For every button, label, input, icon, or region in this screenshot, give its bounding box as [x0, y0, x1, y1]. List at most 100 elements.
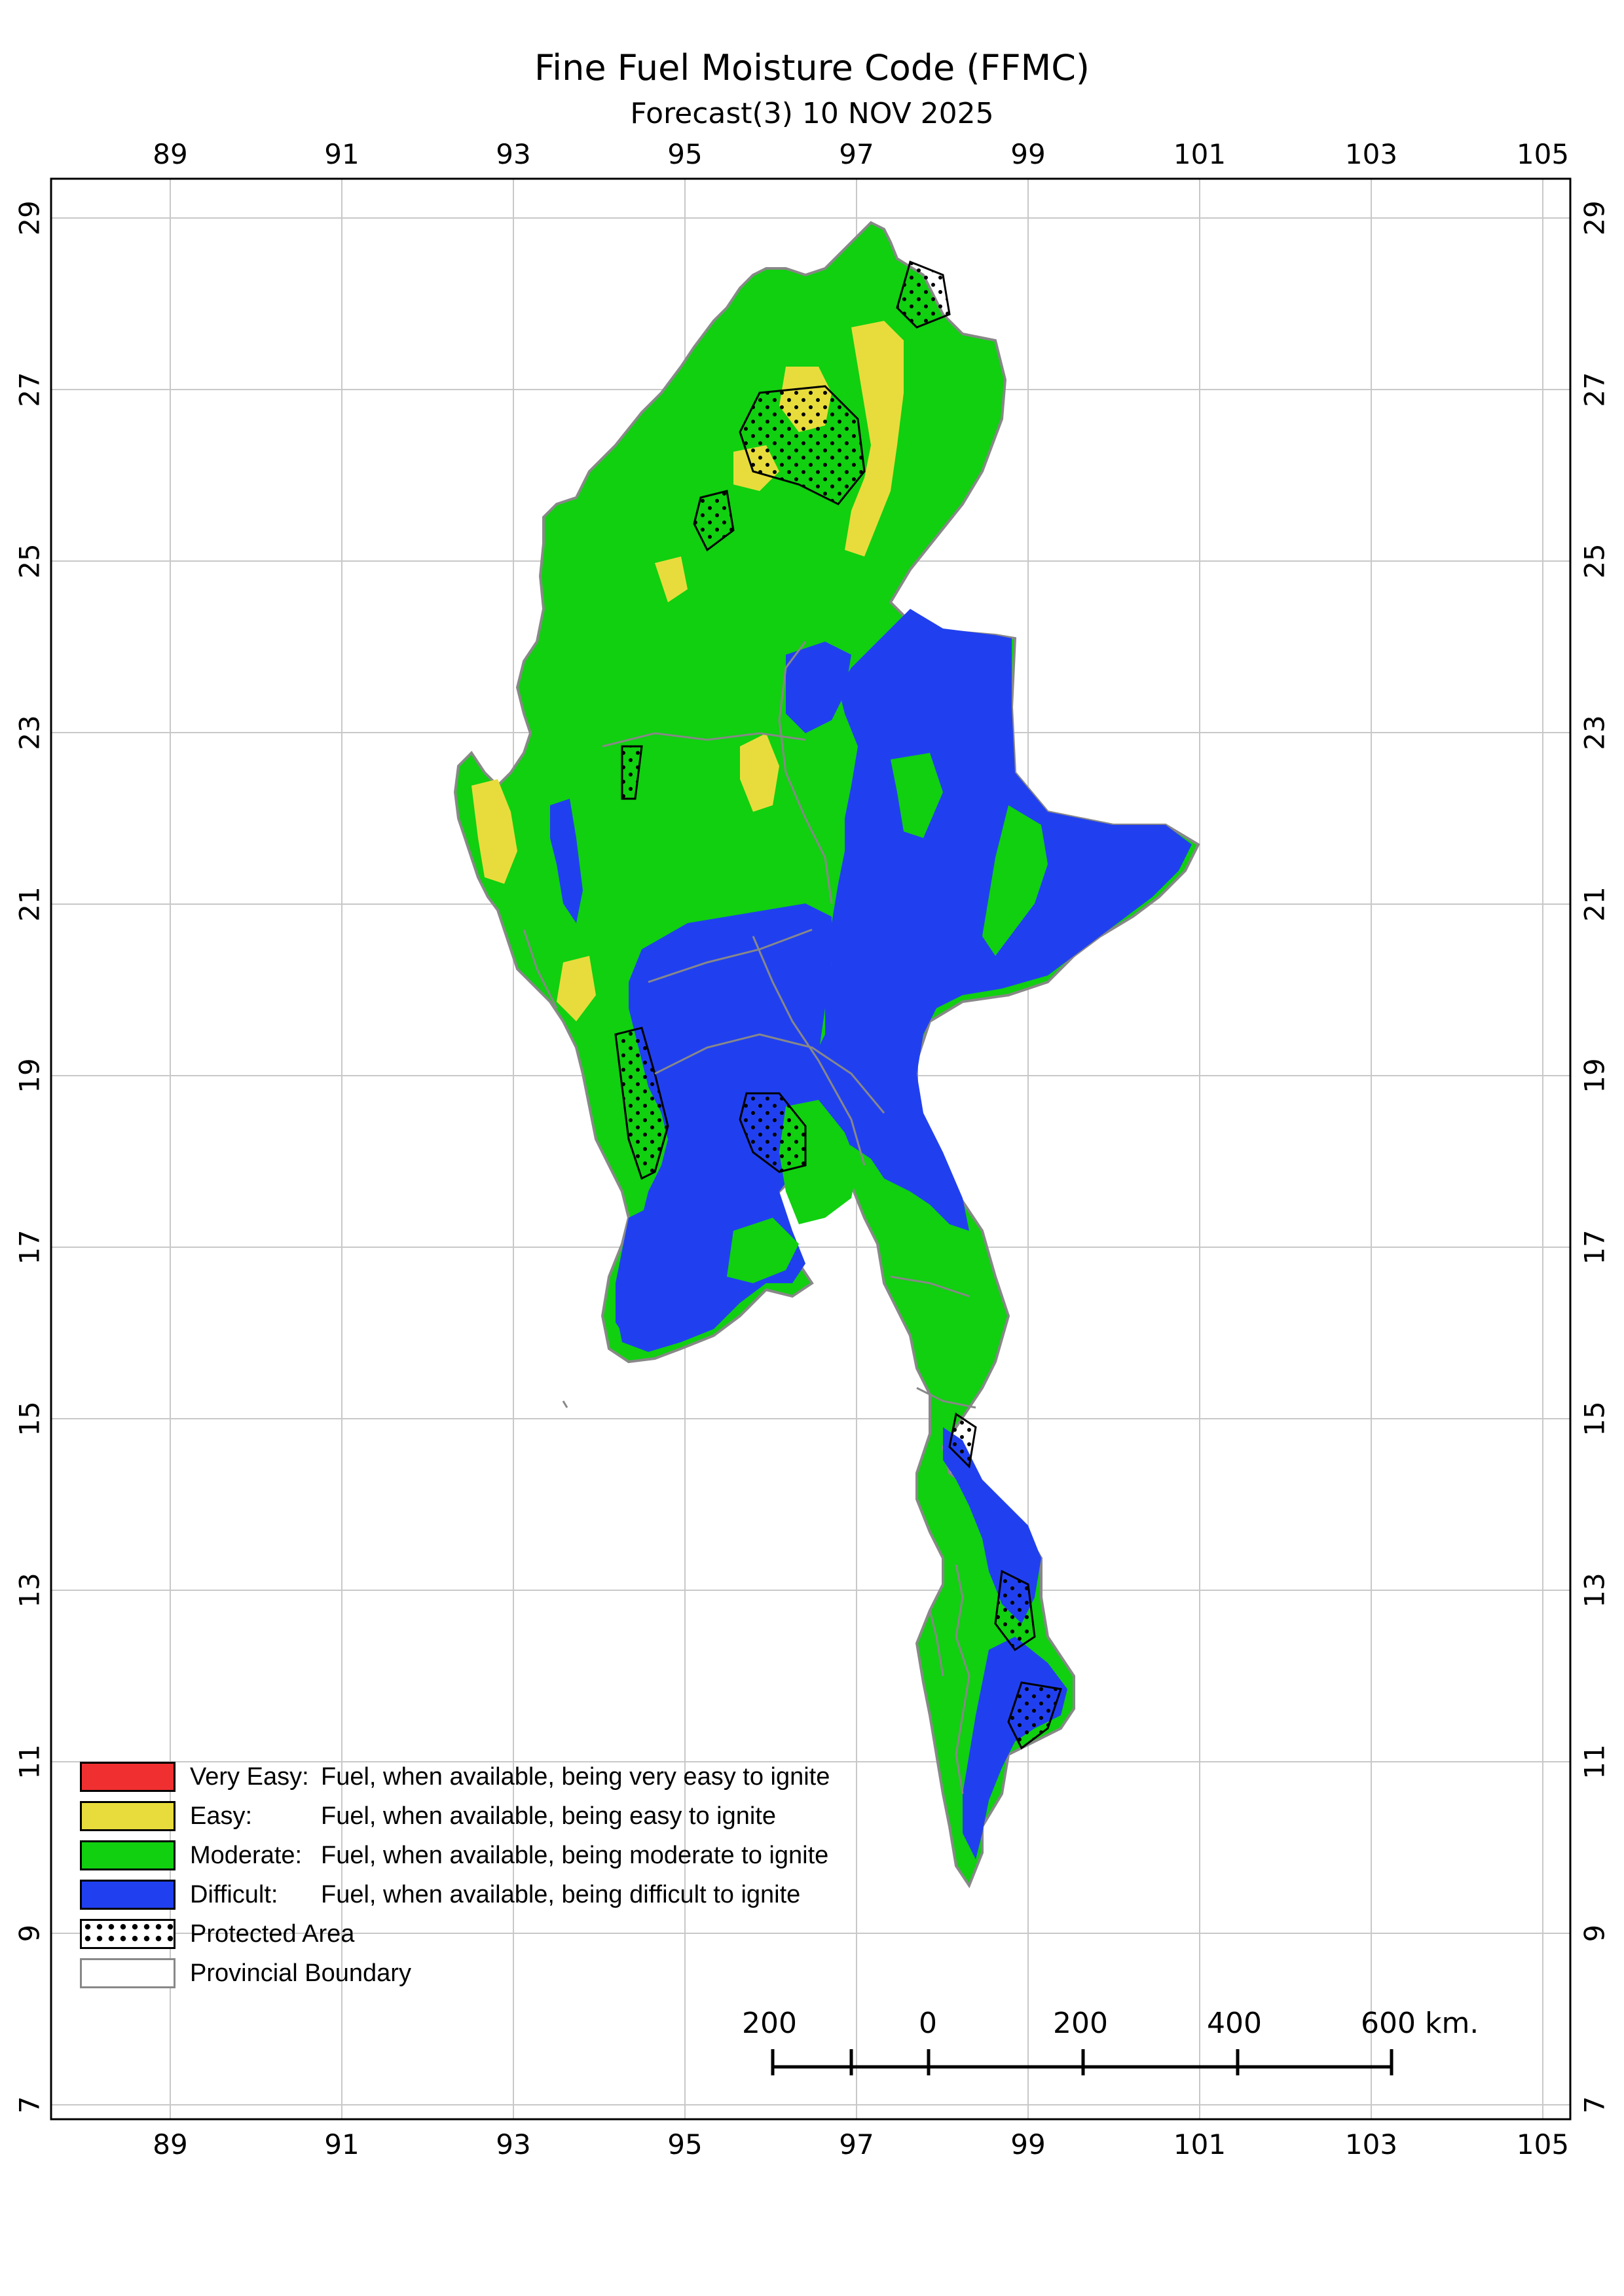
boundary-line-8: [916, 1387, 976, 1409]
longitude-tick-label: 91: [324, 138, 359, 170]
legend-protected: Protected Area: [80, 1917, 354, 1951]
boundary-line-5: [752, 936, 820, 1061]
latitude-tick-label: 17: [1579, 1230, 1611, 1264]
easy-north-1: [845, 321, 904, 556]
latitude-tick-label: 21: [14, 886, 46, 921]
difficult-west-strip: [550, 799, 583, 923]
legend-easy: Easy: Fuel, when available, being easy t…: [80, 1799, 776, 1833]
map-frame: [50, 177, 1572, 2121]
longitude-tick-label: 101: [1173, 2128, 1226, 2160]
latitude-labels-right: 29 27 25 23 21 19 17 15 13 11 9 7: [1579, 200, 1611, 2113]
difficult-south-coast: [943, 1427, 1041, 1624]
boundary-line-6: [817, 1060, 866, 1166]
latitude-tick-label: 7: [1579, 2096, 1611, 2114]
legend-moderate: Moderate: Fuel, when available, being mo…: [80, 1838, 828, 1872]
moderate-patch-delta: [727, 1218, 799, 1283]
legend-name: Protected Area: [190, 1920, 355, 1948]
scale-label-0: 0: [919, 2007, 937, 2040]
longitude-tick-label: 97: [839, 2128, 874, 2160]
latitude-tick-label: 23: [1579, 715, 1611, 750]
latitude-labels-left: 29 27 25 23 21 19 17 15 13 11 9 7: [14, 200, 46, 2113]
islands: [523, 929, 970, 1795]
scale-label-600: 600 km.: [1361, 2007, 1479, 2040]
latitude-tick-label: 29: [14, 200, 46, 235]
boundary-line-2: [602, 732, 806, 748]
longitude-tick-label: 89: [153, 138, 187, 170]
provincial-boundaries: [602, 641, 976, 1409]
island-1: [955, 1564, 970, 1795]
latitude-tick-label: 15: [1579, 1401, 1611, 1436]
scale-label-200-left: 200: [742, 2007, 797, 2040]
protected-area-west: [614, 1027, 669, 1180]
map-subtitle: Forecast(3) 10 NOV 2025: [630, 97, 994, 130]
protected-areas: [614, 260, 1062, 1750]
easy-mid-1: [740, 733, 779, 812]
scale-label-400: 400: [1207, 2007, 1262, 2040]
latitude-tick-label: 19: [14, 1058, 46, 1093]
moderate-patch-east: [891, 753, 943, 838]
difficult-delta: [616, 1205, 701, 1342]
latitude-tick-label: 7: [14, 2096, 46, 2114]
latitude-tick-label: 25: [1579, 543, 1611, 578]
longitude-tick-label: 105: [1517, 2128, 1569, 2160]
legend-name: Provincial Boundary: [190, 1959, 411, 1987]
protected-area-south2: [994, 1569, 1036, 1652]
moderate-patch-east2: [982, 805, 1048, 956]
scale-label-200: 200: [1053, 2007, 1108, 2040]
longitude-tick-label: 93: [496, 138, 530, 170]
legend-swatch-very-easy: [80, 1762, 175, 1792]
latitude-tick-label: 27: [14, 372, 46, 407]
longitude-tick-label: 105: [1517, 138, 1569, 170]
latitude-tick-label: 23: [14, 715, 46, 750]
legend-difficult: Difficult: Fuel, when available, being d…: [80, 1878, 800, 1912]
longitude-tick-label: 99: [1010, 2128, 1045, 2160]
longitude-tick-label: 93: [496, 2128, 530, 2160]
legend-very-easy: Very Easy: Fuel, when available, being v…: [80, 1760, 830, 1794]
legend-name: Difficult:: [190, 1880, 278, 1908]
legend-swatch-moderate: [80, 1840, 175, 1870]
protected-area-north2: [739, 385, 866, 505]
latitude-tick-label: 25: [14, 543, 46, 578]
boundary-line-3: [648, 928, 813, 983]
legend-swatch-boundary: [80, 1958, 175, 1988]
longitude-labels-bottom: 89 91 93 95 97 99 101 103 105: [153, 2128, 1569, 2160]
latitude-tick-label: 19: [1579, 1058, 1611, 1093]
latitude-tick-label: 11: [1579, 1744, 1611, 1779]
island-4: [562, 1400, 568, 1408]
legend-swatch-easy: [80, 1801, 175, 1831]
longitude-tick-label: 103: [1345, 2128, 1397, 2160]
boundary-line-7: [890, 1275, 970, 1298]
legend-desc: Fuel, when available, being moderate to …: [321, 1841, 829, 1869]
longitude-tick-label: 97: [839, 138, 874, 170]
legend-swatch-protected: [80, 1919, 175, 1949]
longitude-tick-label: 99: [1010, 138, 1045, 170]
map-title: Fine Fuel Moisture Code (FFMC): [534, 47, 1090, 88]
protected-area-central: [739, 1092, 807, 1173]
protected-area-nw: [693, 490, 735, 552]
easy-west-2: [557, 956, 596, 1021]
latitude-tick-label: 9: [1579, 1925, 1611, 1942]
legend-name: Moderate:: [190, 1841, 303, 1869]
protected-area-north: [896, 260, 951, 329]
legend-name: Very Easy:: [190, 1762, 309, 1791]
latitude-tick-label: 9: [14, 1925, 46, 1942]
island-3: [523, 929, 558, 1009]
legend-boundary: Provincial Boundary: [80, 1956, 411, 1990]
scale-bar: [771, 2049, 1393, 2075]
protected-area-tip: [1007, 1681, 1062, 1750]
longitude-tick-label: 95: [667, 2128, 702, 2160]
island-2: [929, 1610, 944, 1677]
longitude-tick-label: 101: [1173, 138, 1226, 170]
legend-swatch-difficult: [80, 1880, 175, 1910]
longitude-tick-label: 95: [667, 138, 702, 170]
legend-desc: Fuel, when available, being easy to igni…: [321, 1802, 777, 1830]
longitude-tick-label: 91: [324, 2128, 359, 2160]
longitude-tick-label: 89: [153, 2128, 187, 2160]
latitude-tick-label: 21: [1579, 886, 1611, 921]
longitude-labels-top: 89 91 93 95 97 99 101 103 105: [153, 138, 1569, 170]
protected-area-chin: [621, 745, 643, 800]
latitude-tick-label: 13: [14, 1573, 46, 1607]
easy-west-1: [471, 779, 517, 884]
protected-area-south1: [948, 1412, 977, 1469]
